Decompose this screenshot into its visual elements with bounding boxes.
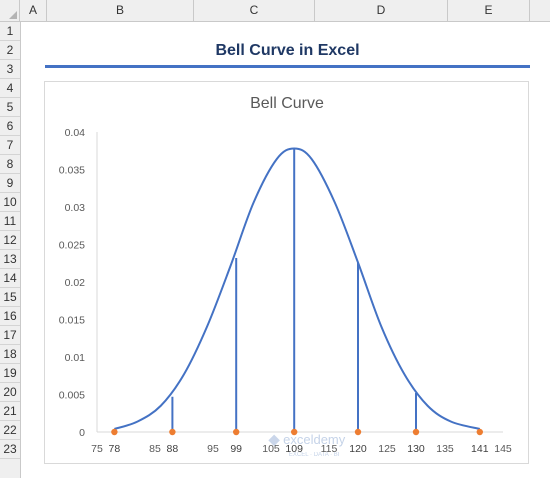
row-header-7[interactable]: 7: [0, 136, 20, 155]
x-point-label: 99: [230, 443, 242, 455]
row-header-6[interactable]: 6: [0, 117, 20, 136]
column-header-c[interactable]: C: [194, 0, 315, 21]
data-point: [291, 428, 298, 436]
row-header-22[interactable]: 22: [0, 421, 20, 440]
chart-title: Bell Curve: [250, 95, 324, 112]
column-header-e[interactable]: E: [448, 0, 530, 21]
select-all-triangle-icon: [9, 11, 17, 19]
x-point-label: 78: [109, 443, 121, 455]
watermark-tagline: EXCEL · DATA · BI: [289, 452, 340, 458]
row-header-bar: 1 2 3 4 5 6 7 8 9 10 11 12 13 14 15 16 17 18 19 20 21 22 23: [0, 22, 21, 478]
bell-curve-line: [114, 147, 481, 430]
sheet-title: Bell Curve in Excel: [215, 42, 360, 59]
row-header-1[interactable]: 1: [0, 22, 20, 41]
y-tick-label: 0.01: [65, 352, 86, 364]
row-header-15[interactable]: 15: [0, 288, 20, 307]
x-point-label: 120: [349, 443, 367, 455]
watermark-icon: ◆: [268, 431, 281, 447]
y-tick-label: 0.005: [59, 390, 85, 402]
column-header-a[interactable]: A: [20, 0, 47, 21]
x-tick-label: 75: [91, 443, 103, 455]
row-header-21[interactable]: 21: [0, 402, 20, 421]
row-header-2[interactable]: 2: [0, 41, 20, 60]
x-point-label: 141: [471, 443, 489, 455]
row-header-18[interactable]: 18: [0, 345, 20, 364]
column-header-b[interactable]: B: [47, 0, 194, 21]
column-header-d[interactable]: D: [315, 0, 448, 21]
x-point-label: 109: [285, 443, 303, 455]
data-point: [476, 428, 483, 436]
chart-area[interactable]: Bell Curve 0 0.005 0.01 0.015 0.02 0.025 0.03 0.…: [44, 81, 529, 464]
title-underline: [45, 65, 530, 68]
y-tick-label: 0.04: [65, 127, 86, 139]
row-header-16[interactable]: 16: [0, 307, 20, 326]
y-tick-label: 0.03: [65, 202, 86, 214]
x-point-label: 130: [407, 443, 425, 455]
x-tick-label: 145: [494, 443, 512, 455]
y-tick-label: 0.015: [59, 315, 85, 327]
row-header-8[interactable]: 8: [0, 155, 20, 174]
y-tick-label: 0.035: [59, 165, 85, 177]
x-tick-label: 85: [149, 443, 161, 455]
y-tick-label: 0.02: [65, 277, 86, 289]
row-header-10[interactable]: 10: [0, 193, 20, 212]
x-tick-label: 125: [378, 443, 396, 455]
row-header-4[interactable]: 4: [0, 79, 20, 98]
row-header-20[interactable]: 20: [0, 383, 20, 402]
column-header-bar: A B C D E: [0, 0, 550, 22]
row-header-12[interactable]: 12: [0, 231, 20, 250]
x-tick-label: 115: [321, 443, 338, 455]
row-header-14[interactable]: 14: [0, 269, 20, 288]
data-point: [169, 428, 176, 436]
row-header-9[interactable]: 9: [0, 174, 20, 193]
select-all-corner[interactable]: [0, 0, 20, 21]
data-point: [412, 428, 420, 436]
bell-curve-chart: Bell Curve 0 0.005 0.01 0.015 0.02 0.025 0.03 0.…: [59, 95, 512, 458]
row-header-3[interactable]: 3: [0, 60, 20, 79]
row-header-17[interactable]: 17: [0, 326, 20, 345]
y-tick-label: 0.025: [59, 240, 85, 252]
row-header-23[interactable]: 23: [0, 440, 20, 459]
data-point: [233, 428, 240, 436]
data-point: [354, 428, 362, 436]
row-header-13[interactable]: 13: [0, 250, 20, 269]
x-point-label: 88: [167, 443, 179, 455]
row-header-11[interactable]: 11: [0, 212, 20, 231]
x-tick-label: 95: [207, 443, 219, 455]
row-header-5[interactable]: 5: [0, 98, 20, 117]
watermark-brand: exceldemy: [283, 432, 346, 447]
row-header-19[interactable]: 19: [0, 364, 20, 383]
x-tick-label: 105: [262, 443, 280, 455]
data-point: [111, 428, 118, 436]
x-tick-label: 135: [436, 443, 454, 455]
y-tick-label: 0: [79, 427, 85, 439]
